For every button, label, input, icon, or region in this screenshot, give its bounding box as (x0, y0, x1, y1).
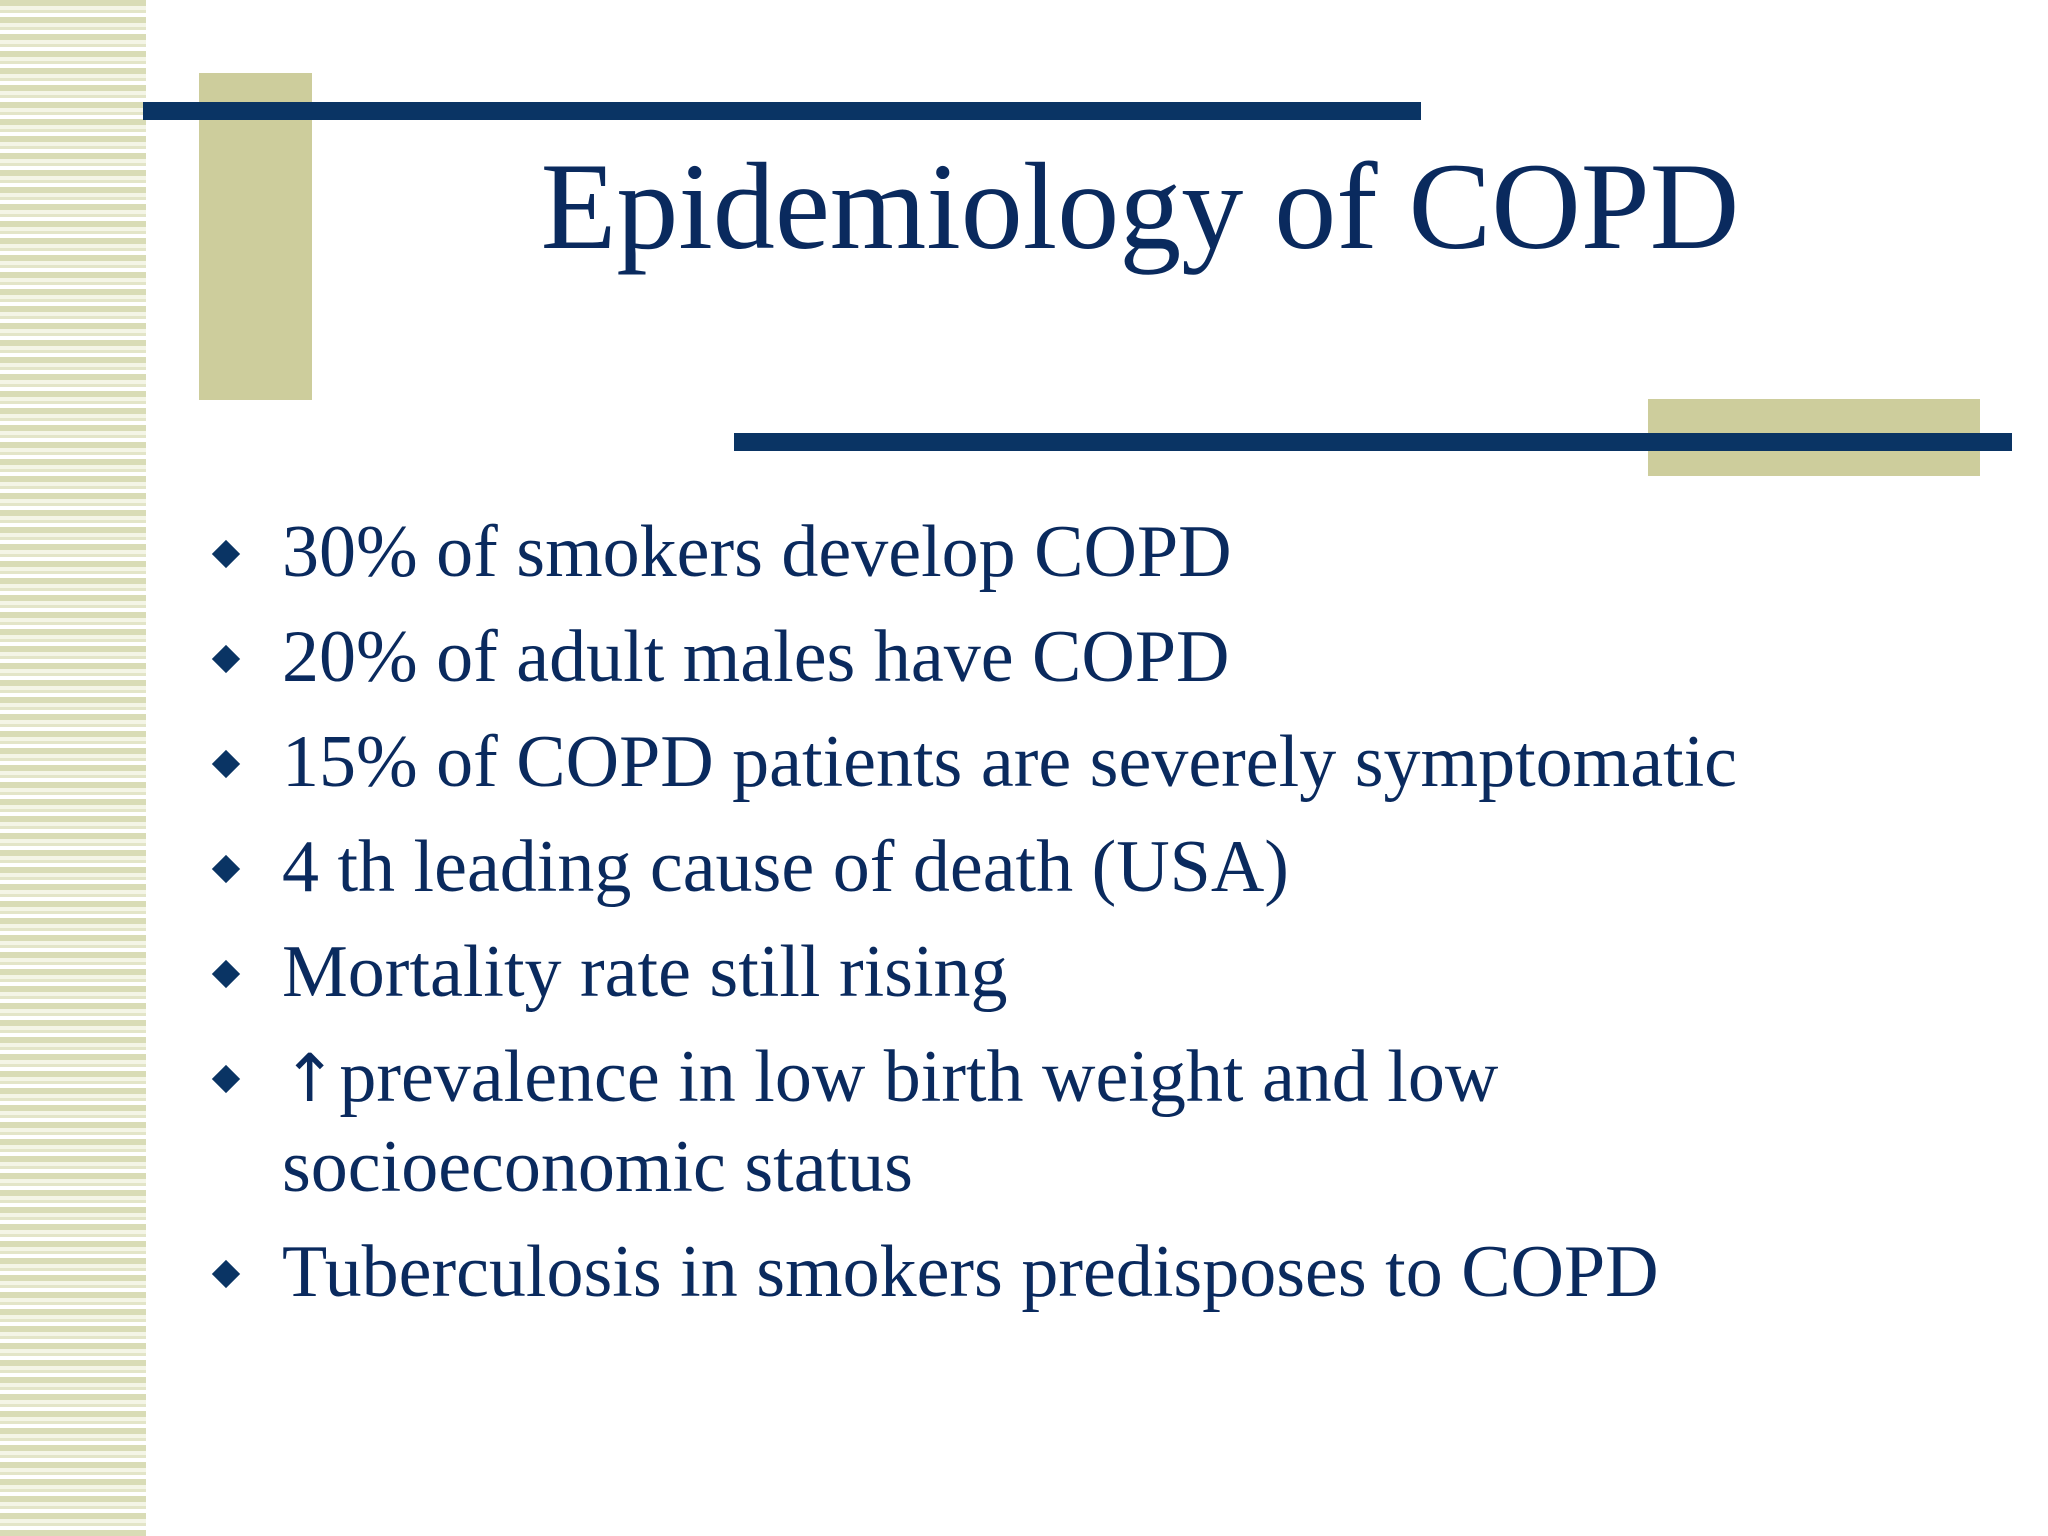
bullet-text: 15% of COPD patients are severely sympto… (282, 721, 1737, 803)
title-rule-top (143, 102, 1421, 120)
diamond-bullet-icon (211, 749, 241, 779)
bullet-list: 30% of smokers develop COPD 20% of adult… (210, 508, 1890, 1333)
diamond-bullet-icon (211, 1259, 241, 1289)
bullet-item: 20% of adult males have COPD (210, 613, 1890, 701)
bullet-item: ↑prevalence in low birth weight and low … (210, 1033, 1890, 1211)
bullet-text: 4 th leading cause of death (USA) (282, 826, 1289, 908)
bullet-text: prevalence in low birth weight and low s… (282, 1036, 1499, 1208)
diamond-bullet-icon (211, 959, 241, 989)
bullet-text: Mortality rate still rising (282, 931, 1008, 1013)
diamond-bullet-icon (211, 644, 241, 674)
striped-margin-decoration (0, 0, 146, 1536)
accent-block-left (199, 73, 312, 400)
bullet-item: 15% of COPD patients are severely sympto… (210, 718, 1890, 806)
bullet-text: Tuberculosis in smokers predisposes to C… (282, 1231, 1659, 1313)
diamond-bullet-icon (211, 854, 241, 884)
bullet-item: Tuberculosis in smokers predisposes to C… (210, 1228, 1890, 1316)
up-arrow-icon: ↑ (282, 1040, 338, 1117)
bullet-item: 30% of smokers develop COPD (210, 508, 1890, 596)
diamond-bullet-icon (211, 1064, 241, 1094)
bullet-item: Mortality rate still rising (210, 928, 1890, 1016)
diamond-bullet-icon (211, 539, 241, 569)
bullet-text: 30% of smokers develop COPD (282, 511, 1232, 593)
bullet-item: 4 th leading cause of death (USA) (210, 823, 1890, 911)
slide-title: Epidemiology of COPD (540, 138, 1740, 275)
bullet-text: 20% of adult males have COPD (282, 616, 1230, 698)
title-rule-bottom (734, 433, 2012, 451)
